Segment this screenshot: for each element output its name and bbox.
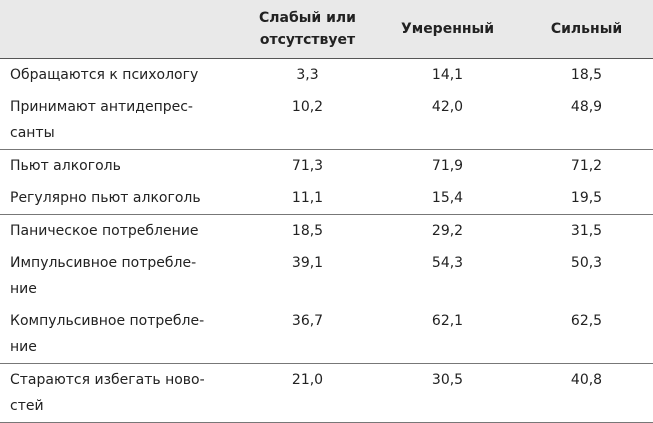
row-label: Паническое потребление	[0, 214, 240, 247]
cell-value: 18,5	[570, 67, 603, 83]
header-row: Слабый или отсутствует Умеренный Сильный	[0, 0, 653, 59]
cell-value: 48,9	[570, 99, 603, 115]
cell-value: 71,2	[520, 149, 653, 182]
cell-value: 11,1	[291, 190, 324, 206]
cell-value: 3,3	[296, 67, 319, 83]
row-group: Обращаются к психологу 3,3 14,1 18,5 Принима…	[0, 59, 653, 150]
table-row: Регулярно пьют алкоголь 11,1 15,4 19,5	[0, 182, 653, 215]
cell-value: 29,2	[375, 214, 520, 247]
cell-value: 19,5	[570, 190, 603, 206]
table-row: Пьют алкоголь 71,3 71,9 71,2	[0, 149, 653, 182]
cell-value: 30,5	[375, 363, 520, 423]
cell-value: 40,8	[520, 363, 653, 423]
row-group: Паническое потребление 18,5 29,2 31,5 Импуль…	[0, 214, 653, 364]
row-label: Пьют алкоголь	[0, 149, 240, 182]
table-row: Обращаются к психологу 3,3 14,1 18,5	[0, 59, 653, 92]
column-header	[0, 0, 240, 59]
cell-value: 36,7	[291, 313, 324, 329]
cell-value: 18,5	[240, 214, 375, 247]
row-label: Принимают антидепрес-санты	[10, 99, 193, 141]
cell-value: 21,0	[240, 363, 375, 423]
cell-value: 14,1	[431, 67, 464, 83]
column-header: Умеренный	[375, 0, 520, 59]
cell-value: 31,5	[520, 214, 653, 247]
column-header: Слабый или отсутствует	[240, 0, 375, 59]
cell-value: 10,2	[291, 99, 324, 115]
row-label: Обращаются к психологу	[10, 67, 199, 83]
row-label: Импульсивное потребле-ние	[10, 255, 197, 297]
row-label: Регулярно пьют алкоголь	[10, 190, 201, 206]
table-row: Принимают антидепрес-санты 10,2 42,0 48,9	[0, 91, 653, 150]
table-row: Импульсивное потребле-ние 39,1 54,3 50,3	[0, 247, 653, 305]
cell-value: 54,3	[431, 255, 464, 271]
table-row: Стараются избегать ново-стей 21,0 30,5 40,8	[0, 363, 653, 423]
table-row: Компульсивное потребле-ние 36,7 62,1 62,5	[0, 305, 653, 364]
cell-value: 62,5	[570, 313, 603, 329]
cell-value: 71,3	[240, 149, 375, 182]
cell-value: 62,1	[431, 313, 464, 329]
cell-value: 50,3	[570, 255, 603, 271]
cell-value: 39,1	[291, 255, 324, 271]
cell-value: 71,9	[375, 149, 520, 182]
table-header: Слабый или отсутствует Умеренный Сильный	[0, 0, 653, 59]
column-header: Сильный	[520, 0, 653, 59]
row-label: Стараются избегать ново-стей	[0, 363, 240, 423]
cell-value: 15,4	[431, 190, 464, 206]
table-row: Паническое потребление 18,5 29,2 31,5	[0, 214, 653, 247]
cell-value: 42,0	[431, 99, 464, 115]
row-group: Стараются избегать ново-стей 21,0 30,5 40,8	[0, 363, 653, 423]
row-group: Пьют алкоголь 71,3 71,9 71,2 Регулярно пьют …	[0, 149, 653, 215]
row-label: Компульсивное потребле-ние	[10, 313, 205, 355]
